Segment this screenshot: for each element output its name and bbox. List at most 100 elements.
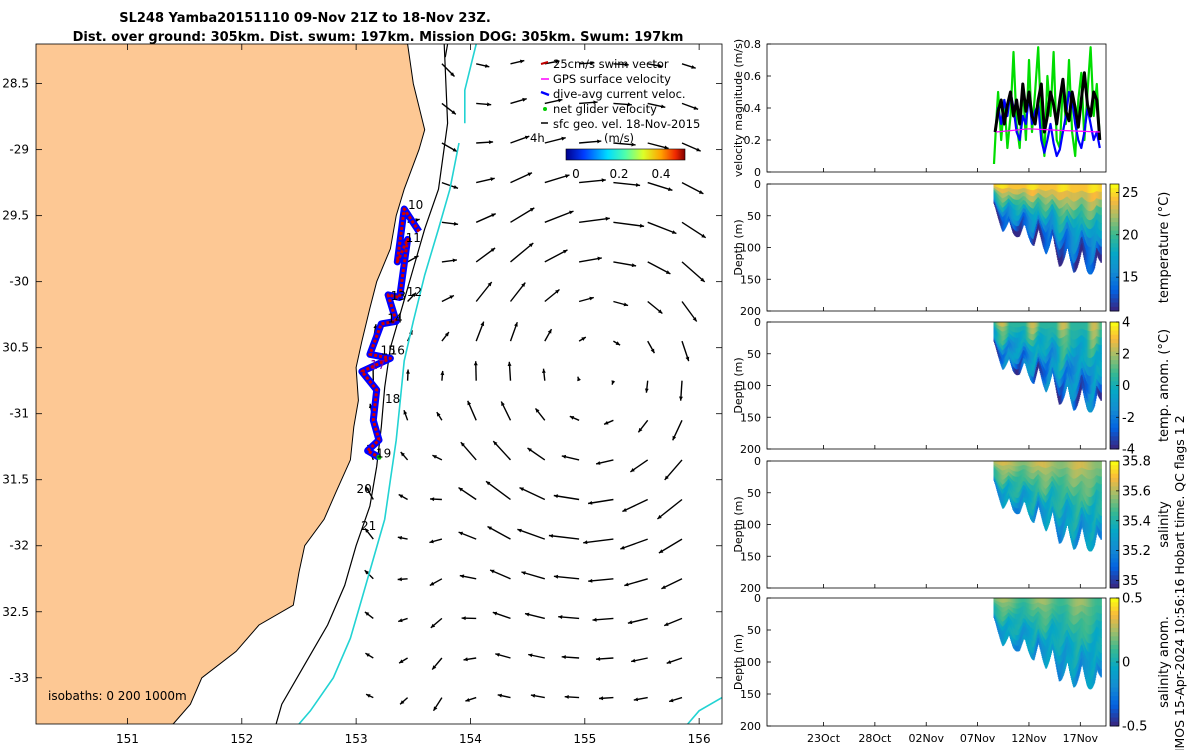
velocity-vector-shaft bbox=[485, 480, 511, 501]
velocity-vector-shaft bbox=[647, 261, 671, 275]
velocity-vector bbox=[681, 142, 701, 152]
velocity-vector-head bbox=[492, 611, 498, 616]
velocity-vector bbox=[624, 578, 648, 587]
velocity-vector-head bbox=[397, 577, 402, 582]
heatmap-cell bbox=[1100, 207, 1102, 216]
velocity-vector-shaft bbox=[658, 538, 683, 554]
velocity-vector-head bbox=[701, 233, 706, 238]
colorbar-cell bbox=[1110, 385, 1119, 391]
day-label: 14 bbox=[387, 312, 402, 326]
velocity-vector bbox=[398, 493, 408, 501]
velocity-vector-head bbox=[542, 368, 546, 373]
velocity-vector bbox=[476, 63, 490, 68]
velocity-vector bbox=[588, 578, 614, 583]
heatmap-cell bbox=[1100, 392, 1102, 401]
velocity-vector-head bbox=[484, 64, 490, 68]
velocity-vector-head bbox=[507, 361, 512, 366]
velocity-vector-head bbox=[449, 295, 454, 299]
y-tick-label: 50 bbox=[747, 210, 761, 223]
velocity-vector-head bbox=[615, 341, 621, 346]
velocity-vector-head bbox=[700, 277, 705, 282]
colorbar-cell bbox=[1110, 368, 1119, 374]
velocity-vector-head bbox=[522, 97, 527, 102]
velocity-vector-head bbox=[664, 475, 669, 480]
velocity-vector bbox=[561, 655, 580, 659]
velocity-vector-shaft bbox=[613, 221, 645, 227]
velocity-vector-shaft bbox=[588, 578, 614, 582]
heatmap-cell bbox=[1100, 353, 1102, 362]
velocity-vector-head bbox=[400, 452, 405, 457]
colorbar-cell bbox=[1110, 306, 1119, 312]
velocity-vector bbox=[578, 336, 587, 342]
colorbar-cell bbox=[1110, 419, 1119, 425]
velocity-vector-head bbox=[627, 102, 632, 107]
map-y-tick-label: -32 bbox=[9, 539, 29, 553]
velocity-vector-head bbox=[521, 282, 526, 287]
velocity-vector-head bbox=[452, 258, 457, 263]
velocity-vector bbox=[510, 242, 534, 263]
velocity-vector-head bbox=[664, 622, 669, 626]
colorbar-cell bbox=[1110, 410, 1119, 416]
y-axis-label: Depth (m) bbox=[732, 219, 745, 275]
map-x-tick-label: 152 bbox=[230, 732, 253, 746]
velocity-vector-head bbox=[553, 574, 559, 579]
velocity-vector bbox=[364, 611, 374, 619]
heatmap-cell bbox=[1100, 199, 1102, 208]
velocity-vector-head bbox=[569, 210, 574, 215]
colorbar-cell bbox=[1110, 330, 1119, 336]
velocity-vector-head bbox=[622, 508, 627, 512]
velocity-vector-head bbox=[581, 337, 586, 341]
velocity-vector-head bbox=[658, 309, 663, 314]
day-label: 18 bbox=[385, 392, 400, 406]
velocity-vector-head bbox=[444, 332, 449, 337]
velocity-vector-shaft bbox=[579, 179, 606, 184]
heatmap-cell bbox=[1100, 369, 1102, 378]
velocity-vector bbox=[475, 321, 485, 342]
four-hour-label: 4h bbox=[530, 131, 545, 145]
velocity-vector bbox=[509, 321, 518, 342]
series-sfc-geo-vel- bbox=[993, 71, 1102, 141]
velocity-vector-head bbox=[561, 454, 567, 459]
velocity-vector bbox=[544, 59, 560, 65]
velocity-vector-head bbox=[633, 697, 639, 702]
velocity-vector-head bbox=[400, 700, 405, 705]
y-tick-label: 200 bbox=[740, 305, 761, 318]
velocity-vector bbox=[476, 177, 495, 184]
colorbar-cell bbox=[1110, 294, 1119, 299]
velocity-vector bbox=[544, 328, 553, 342]
velocity-vector-head bbox=[459, 574, 465, 579]
colorbar-cell bbox=[1110, 398, 1119, 403]
heatmap-cell bbox=[1100, 322, 1102, 331]
velocity-vector-head bbox=[658, 63, 663, 68]
velocity-vector bbox=[664, 459, 683, 481]
velocity-vector bbox=[475, 213, 496, 223]
colorbar-cell bbox=[1110, 302, 1119, 308]
colorbar-cell bbox=[1110, 188, 1119, 193]
velocity-vector-head bbox=[553, 494, 559, 499]
velocity-vector-head bbox=[429, 539, 434, 544]
velocity-vector bbox=[500, 401, 512, 421]
velocity-vector-head bbox=[650, 348, 655, 354]
velocity-vector-head bbox=[668, 187, 673, 191]
velocity-vector bbox=[663, 617, 683, 627]
velocity-vector-head bbox=[514, 322, 518, 327]
velocity-vector-shaft bbox=[519, 486, 546, 501]
velocity-vector bbox=[527, 447, 546, 461]
heatmap-cell bbox=[1100, 376, 1102, 386]
velocity-vector-head bbox=[397, 536, 403, 540]
map-legend: 25cm/s swim vector GPS surface velocity … bbox=[530, 57, 700, 181]
colorbar-cell bbox=[1110, 281, 1119, 287]
velocity-vector bbox=[558, 615, 580, 620]
isobath-200m-north bbox=[444, 44, 449, 58]
colorbar-cell bbox=[1110, 200, 1119, 206]
velocity-vector-head bbox=[406, 369, 410, 374]
colorbar-tick-04: 0.4 bbox=[651, 167, 670, 181]
velocity-vector-head bbox=[432, 665, 437, 670]
velocity-vector-head bbox=[630, 468, 635, 472]
map-x-tick-label: 151 bbox=[116, 732, 139, 746]
velocity-vector bbox=[507, 361, 512, 381]
y-tick-label: 0 bbox=[754, 316, 761, 329]
velocity-vector bbox=[475, 281, 493, 302]
glider-track bbox=[358, 205, 422, 461]
